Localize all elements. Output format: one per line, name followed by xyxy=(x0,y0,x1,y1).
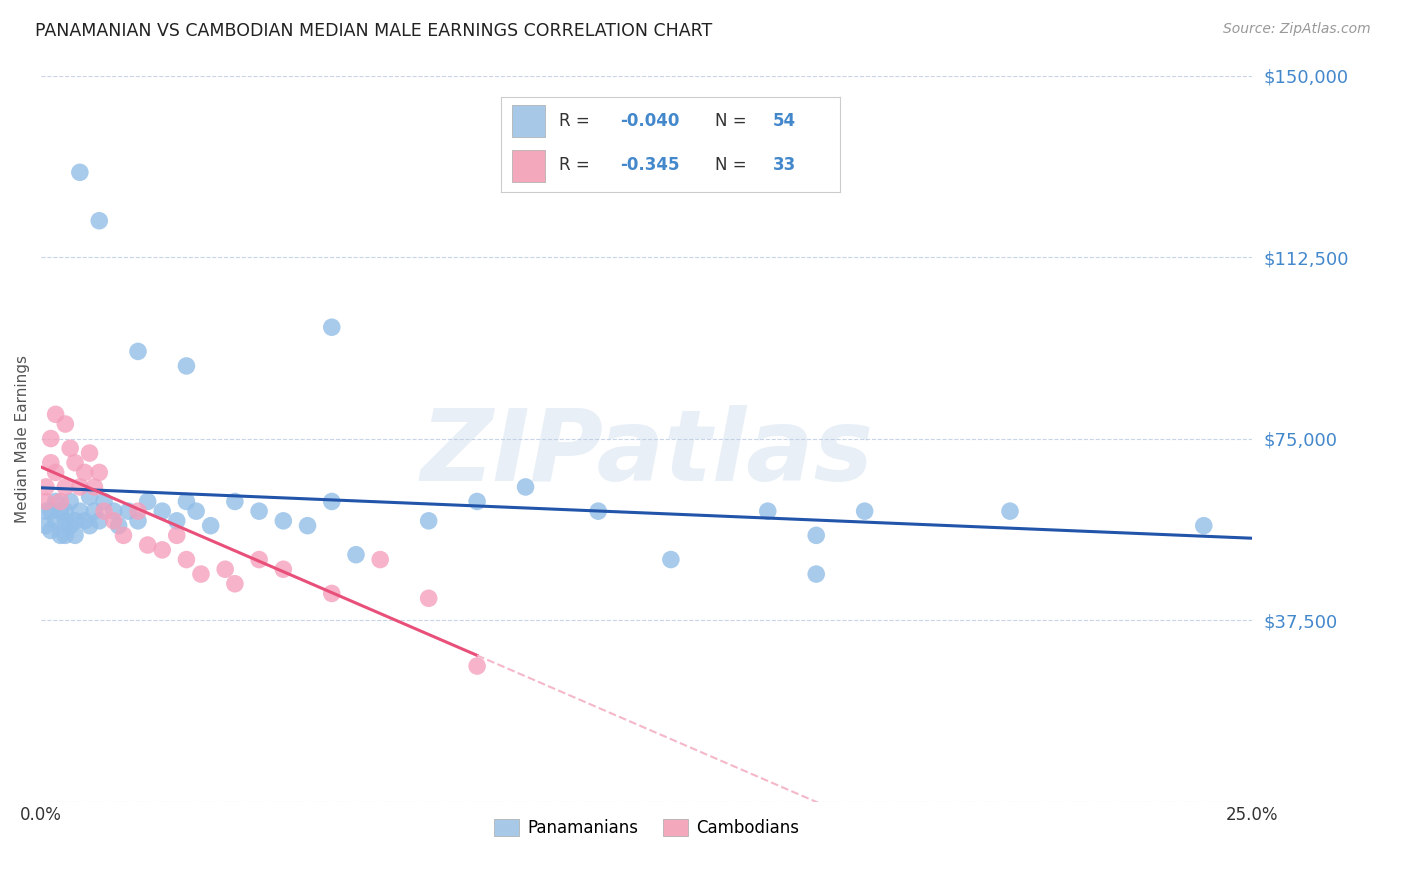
Legend: Panamanians, Cambodians: Panamanians, Cambodians xyxy=(486,813,806,844)
Point xyxy=(89,213,111,227)
Point xyxy=(176,552,198,566)
Point xyxy=(69,480,91,494)
Point xyxy=(214,562,236,576)
Point xyxy=(45,494,67,508)
Point xyxy=(321,320,343,334)
Point xyxy=(83,504,105,518)
Point xyxy=(166,514,188,528)
Point xyxy=(321,494,343,508)
Point xyxy=(69,504,91,518)
Point xyxy=(418,514,440,528)
Point xyxy=(89,466,111,480)
Point xyxy=(176,494,198,508)
Point xyxy=(45,408,67,422)
Point xyxy=(117,504,139,518)
Point xyxy=(136,494,159,508)
Point xyxy=(998,504,1021,518)
Point xyxy=(127,514,149,528)
Point xyxy=(176,359,198,373)
Point xyxy=(515,480,537,494)
Point xyxy=(273,562,295,576)
Point xyxy=(273,514,295,528)
Point xyxy=(103,514,125,528)
Point xyxy=(418,591,440,606)
Point xyxy=(63,528,86,542)
Point xyxy=(53,417,76,431)
Point xyxy=(83,480,105,494)
Point xyxy=(368,552,391,566)
Point xyxy=(200,518,222,533)
Point xyxy=(35,518,58,533)
Point xyxy=(103,504,125,518)
Text: PANAMANIAN VS CAMBODIAN MEDIAN MALE EARNINGS CORRELATION CHART: PANAMANIAN VS CAMBODIAN MEDIAN MALE EARN… xyxy=(35,22,713,40)
Point xyxy=(49,504,72,518)
Point xyxy=(73,514,96,528)
Point xyxy=(224,576,246,591)
Point xyxy=(127,504,149,518)
Point xyxy=(59,518,82,533)
Point xyxy=(1192,518,1215,533)
Y-axis label: Median Male Earnings: Median Male Earnings xyxy=(15,354,30,523)
Point xyxy=(136,538,159,552)
Point xyxy=(659,552,682,566)
Point xyxy=(853,504,876,518)
Point xyxy=(63,514,86,528)
Point xyxy=(465,659,488,673)
Text: ZIPatlas: ZIPatlas xyxy=(420,405,873,501)
Point xyxy=(45,514,67,528)
Point xyxy=(39,504,62,518)
Point xyxy=(190,567,212,582)
Point xyxy=(39,524,62,538)
Point xyxy=(150,542,173,557)
Point xyxy=(344,548,367,562)
Point xyxy=(59,441,82,455)
Point xyxy=(756,504,779,518)
Point xyxy=(63,456,86,470)
Point xyxy=(127,344,149,359)
Point xyxy=(806,567,828,582)
Point xyxy=(297,518,319,533)
Point xyxy=(53,504,76,518)
Point xyxy=(73,466,96,480)
Point xyxy=(89,514,111,528)
Point xyxy=(53,514,76,528)
Point xyxy=(79,490,101,504)
Point xyxy=(53,528,76,542)
Point xyxy=(79,446,101,460)
Point xyxy=(35,504,58,518)
Text: Source: ZipAtlas.com: Source: ZipAtlas.com xyxy=(1223,22,1371,37)
Point xyxy=(53,480,76,494)
Point xyxy=(35,480,58,494)
Point xyxy=(224,494,246,508)
Point xyxy=(465,494,488,508)
Point xyxy=(247,504,270,518)
Point xyxy=(39,456,62,470)
Point xyxy=(107,518,129,533)
Point xyxy=(45,466,67,480)
Point xyxy=(93,504,115,518)
Point xyxy=(112,528,135,542)
Point xyxy=(247,552,270,566)
Point xyxy=(321,586,343,600)
Point xyxy=(69,165,91,179)
Point xyxy=(39,432,62,446)
Point xyxy=(806,528,828,542)
Point xyxy=(35,494,58,508)
Point xyxy=(586,504,609,518)
Point xyxy=(184,504,207,518)
Point xyxy=(59,494,82,508)
Point xyxy=(166,528,188,542)
Point xyxy=(150,504,173,518)
Point xyxy=(49,528,72,542)
Point xyxy=(49,494,72,508)
Point xyxy=(79,518,101,533)
Point xyxy=(93,494,115,508)
